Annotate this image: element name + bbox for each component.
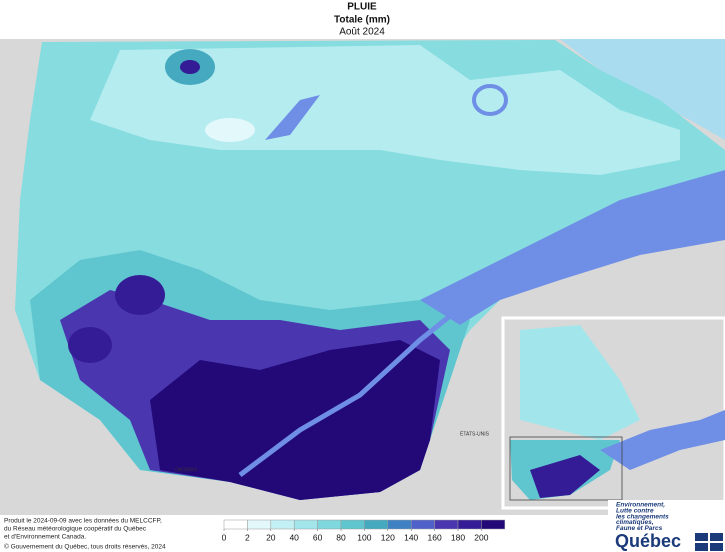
copyright: © Gouvernement du Québec, tous droits ré… bbox=[4, 543, 166, 551]
legend-tick-label: 60 bbox=[313, 532, 323, 542]
period: Août 2024 bbox=[339, 27, 385, 38]
map-label: ONTARIO bbox=[175, 467, 198, 473]
logo-flag bbox=[695, 533, 723, 551]
footer-line: du Réseau météorologique coopératif du Q… bbox=[4, 526, 147, 533]
legend-tick-label: 160 bbox=[428, 532, 442, 542]
legend-tick-label: 200 bbox=[474, 532, 488, 542]
legend-swatch bbox=[481, 519, 506, 530]
wet-zone bbox=[115, 275, 165, 315]
logo-line: les changements bbox=[616, 513, 669, 520]
logo-name: Québec bbox=[615, 531, 681, 551]
ocean bbox=[560, 39, 725, 140]
legend-swatch bbox=[457, 519, 482, 530]
wet-core bbox=[180, 60, 200, 74]
legend-tick-label: 120 bbox=[381, 532, 395, 542]
legend-swatch bbox=[223, 519, 248, 530]
legend-swatch bbox=[270, 519, 295, 530]
inset-gulf bbox=[600, 410, 725, 470]
legend-swatch bbox=[293, 519, 318, 530]
map-label: ÉTATS-UNIS bbox=[460, 430, 490, 437]
footer-line: et d'Environnement Canada. bbox=[4, 534, 86, 541]
legend-swatch bbox=[247, 519, 272, 530]
inset-north bbox=[520, 325, 640, 440]
legend-swatch bbox=[387, 519, 412, 530]
legend-swatch bbox=[410, 519, 435, 530]
legend-tick-label: 140 bbox=[404, 532, 418, 542]
legend-tick-label: 20 bbox=[266, 532, 276, 542]
river bbox=[238, 298, 472, 477]
logo-line: Faune et Parcs bbox=[616, 525, 663, 532]
title: PLUIE bbox=[347, 2, 377, 13]
very-heavy-zone bbox=[150, 340, 440, 500]
legend-tick-label: 0 bbox=[222, 532, 227, 542]
light-zone bbox=[90, 45, 680, 175]
gulf bbox=[420, 170, 725, 325]
legend: 0 2 20 40 60 80 100 120 140 160 180 200 bbox=[222, 519, 506, 542]
lake bbox=[265, 95, 320, 140]
wet-zone bbox=[68, 327, 112, 363]
legend-tick-label: 2 bbox=[245, 532, 250, 542]
legend-swatch bbox=[340, 519, 365, 530]
legend-tick-label: 80 bbox=[336, 532, 346, 542]
logo-line: Environnement, bbox=[616, 502, 665, 509]
logo-line: Lutte contre bbox=[616, 508, 654, 515]
legend-tick-label: 100 bbox=[357, 532, 371, 542]
legend-swatch bbox=[364, 519, 389, 530]
inset-heavy bbox=[530, 455, 600, 498]
legend-swatch bbox=[317, 519, 342, 530]
legend-tick-label: 180 bbox=[451, 532, 465, 542]
legend-swatch bbox=[434, 519, 459, 530]
map: ONTARIO ÉTATS-UNIS bbox=[0, 39, 725, 515]
inset-extent bbox=[509, 436, 623, 501]
subtitle: Totale (mm) bbox=[334, 15, 390, 26]
flag-cross bbox=[695, 541, 723, 543]
inset-map bbox=[501, 316, 725, 510]
footer-line: Produit le 2024-09-09 avec les données d… bbox=[4, 518, 162, 525]
legend-tick-label: 40 bbox=[289, 532, 299, 542]
dry-zone bbox=[205, 118, 255, 142]
logo-line: climatiques, bbox=[616, 519, 654, 526]
reservoir bbox=[472, 84, 508, 116]
